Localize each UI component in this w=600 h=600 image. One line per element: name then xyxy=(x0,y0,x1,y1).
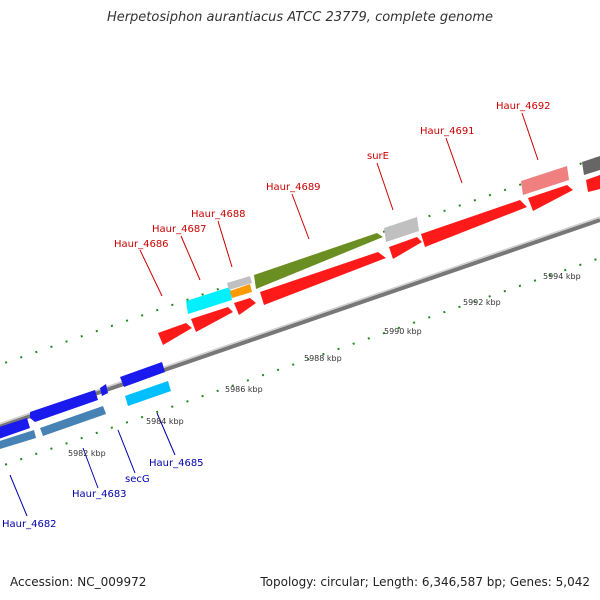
forward-leaders xyxy=(139,112,539,297)
map-title: Herpetosiphon aurantiacus ATCC 23779, co… xyxy=(106,10,494,25)
gene-label[interactable]: Haur_4685 xyxy=(149,458,204,469)
gene-arrow[interactable] xyxy=(100,384,108,396)
gene-arrow[interactable] xyxy=(521,166,569,195)
gene-arrow[interactable] xyxy=(125,381,171,406)
gene-arrow[interactable] xyxy=(234,298,256,315)
gene-label[interactable]: Haur_4689 xyxy=(266,182,321,193)
accession-label: Accession: NC_009972 xyxy=(10,575,147,589)
forward-genes xyxy=(158,156,600,345)
gene-arrow[interactable] xyxy=(0,430,36,452)
gene-arrow[interactable] xyxy=(586,175,600,192)
gene-arrow[interactable] xyxy=(384,217,419,242)
gene-label[interactable]: Haur_4687 xyxy=(152,224,207,235)
gene-arrow[interactable] xyxy=(0,418,30,442)
reverse-genes xyxy=(0,362,171,452)
gene-arrow[interactable] xyxy=(389,237,422,259)
gene-arrow[interactable] xyxy=(582,156,600,175)
gene-arrow[interactable] xyxy=(421,200,527,247)
gene-label[interactable]: Haur_4691 xyxy=(420,126,475,137)
reverse-gene-labels: Haur_4682 Haur_4683 secG Haur_4685 xyxy=(2,458,204,530)
gene-label[interactable]: Haur_4686 xyxy=(114,239,169,250)
gene-label[interactable]: Haur_4683 xyxy=(72,489,127,500)
kbp-label: 5990 kbp xyxy=(384,327,422,336)
gene-arrow[interactable] xyxy=(260,252,386,305)
gene-arrow[interactable] xyxy=(40,406,106,436)
gene-label[interactable]: Haur_4692 xyxy=(496,101,551,112)
kbp-label: 5984 kbp xyxy=(146,417,184,426)
gene-arrow[interactable] xyxy=(528,185,573,211)
gene-arrow[interactable] xyxy=(120,362,165,387)
gene-label[interactable]: surE xyxy=(367,151,389,162)
gene-label[interactable]: Haur_4688 xyxy=(191,209,246,220)
gene-arrow[interactable] xyxy=(30,390,98,422)
gene-arrow[interactable] xyxy=(158,323,192,345)
kbp-labels: 5982 kbp 5984 kbp 5986 kbp 5988 kbp 5990… xyxy=(68,272,581,458)
genome-summary: Topology: circular; Length: 6,346,587 bp… xyxy=(260,575,590,589)
reverse-leaders xyxy=(9,412,176,517)
gene-label[interactable]: secG xyxy=(125,474,150,485)
gene-arrow[interactable] xyxy=(191,307,233,332)
gene-arrow[interactable] xyxy=(254,233,383,289)
kbp-label: 5994 kbp xyxy=(543,272,581,281)
gene-arrow[interactable] xyxy=(186,287,232,314)
gene-arrow[interactable] xyxy=(227,276,252,290)
gene-arrow[interactable] xyxy=(230,284,252,298)
kbp-label: 5986 kbp xyxy=(225,385,263,394)
kbp-label: 5988 kbp xyxy=(304,354,342,363)
forward-gene-labels: Haur_4686 Haur_4687 Haur_4688 Haur_4689 … xyxy=(114,101,551,250)
kbp-label: 5992 kbp xyxy=(463,298,501,307)
kbp-label: 5982 kbp xyxy=(68,449,106,458)
gene-label[interactable]: Haur_4682 xyxy=(2,519,57,530)
